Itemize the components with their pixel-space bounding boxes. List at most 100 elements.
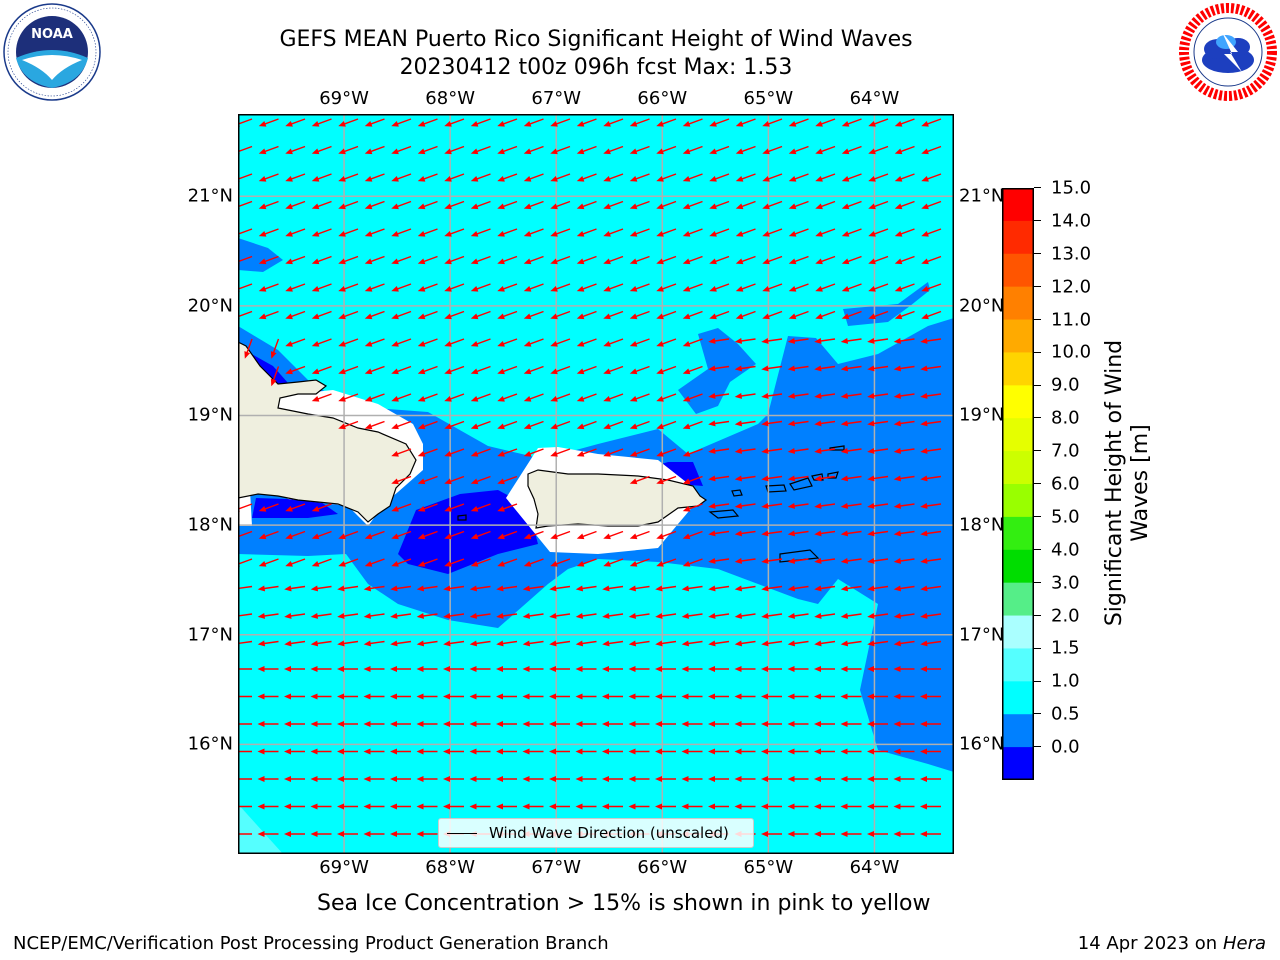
wave-direction-arrowhead: [762, 230, 770, 237]
wave-direction-arrowhead: [920, 721, 927, 727]
wave-direction-arrow: [238, 228, 253, 235]
wave-direction-arrowhead: [921, 175, 929, 182]
wave-direction-arrowhead: [602, 721, 609, 727]
wave-direction-arrowhead: [284, 803, 291, 810]
wave-direction-arrowhead: [364, 423, 373, 430]
wave-direction-arrowhead: [682, 148, 691, 155]
wave-direction-arrowhead: [920, 392, 928, 399]
wave-direction-arrowhead: [416, 693, 424, 700]
wave-direction-arrowhead: [629, 148, 638, 155]
wave-direction-arrowhead: [920, 585, 928, 592]
wave-direction-arrowhead: [815, 120, 823, 127]
wave-direction-arrowhead: [603, 120, 611, 127]
wave-direction-arrowhead: [497, 478, 505, 485]
wave-direction-arrowhead: [602, 612, 610, 619]
wave-direction-arrowhead: [391, 258, 399, 265]
wave-direction-arrowhead: [337, 721, 344, 727]
wave-direction-arrowhead: [522, 803, 530, 810]
wave-direction-arrowhead: [708, 557, 716, 564]
wave-direction-arrowhead: [682, 533, 691, 540]
wave-direction-arrowhead: [470, 148, 479, 155]
wave-direction-arrowhead: [522, 640, 531, 647]
wave-direction-arrowhead: [761, 447, 769, 454]
wave-direction-arrowhead: [629, 340, 638, 347]
wave-direction-arrowhead: [496, 693, 503, 700]
colorbar-title: Significant Height of Wind Waves [m]: [1102, 339, 1153, 627]
footer-credit: NCEP/EMC/Verification Post Processing Pr…: [13, 933, 609, 954]
wave-direction-arrowhead: [497, 203, 505, 210]
wave-direction-arrowhead: [391, 505, 399, 512]
wave-direction-arrowhead: [576, 395, 585, 402]
wave-direction-arrowhead: [575, 640, 584, 647]
wave-direction-arrowhead: [628, 776, 636, 782]
wave-direction-arrowhead: [840, 640, 849, 647]
wave-direction-arrow: [238, 530, 253, 538]
colorbar-label: 1.5: [1051, 637, 1080, 659]
wave-direction-arrowhead: [285, 313, 293, 320]
wave-direction-arrowhead: [363, 666, 371, 672]
wind-wave-arrows: [238, 118, 942, 837]
wave-direction-arrowhead: [921, 230, 929, 237]
lon-tick-top: 64°W: [849, 88, 900, 109]
wave-direction-arrowhead: [363, 831, 371, 837]
wave-direction-arrowhead: [550, 560, 558, 567]
wave-direction-arrowhead: [310, 831, 318, 837]
wave-direction-arrowhead: [814, 557, 822, 564]
wave-direction-arrowhead: [417, 368, 426, 375]
wave-direction-arrowhead: [603, 423, 611, 430]
wave-direction-arrowhead: [787, 557, 796, 564]
wave-direction-arrowhead: [497, 395, 505, 402]
wave-direction-arrowhead: [762, 258, 770, 265]
wave-direction-arrowhead: [603, 203, 611, 210]
wave-direction-arrowhead: [443, 803, 450, 810]
wave-direction-arrowhead: [444, 505, 452, 512]
wave-direction-arrowhead: [470, 230, 479, 237]
wave-direction-arrowhead: [603, 230, 611, 237]
wave-direction-arrowhead: [840, 530, 849, 537]
wave-direction-arrowhead: [920, 502, 928, 509]
wave-direction-arrowhead: [893, 475, 902, 482]
wave-direction-arrowhead: [840, 693, 848, 700]
wave-direction-arrowhead: [390, 666, 397, 672]
wave-direction-arrowhead: [284, 721, 291, 727]
wave-direction-arrowhead: [417, 230, 426, 237]
noaa-logo-icon: NOAA: [2, 2, 102, 102]
colorbar-tick: [1034, 417, 1041, 419]
wave-direction-arrowhead: [285, 258, 293, 265]
wave-region-nw: [238, 238, 283, 272]
wave-direction-arrowhead: [549, 612, 557, 619]
wave-direction-arrowhead: [311, 258, 320, 265]
wave-direction-arrowhead: [893, 337, 902, 344]
wave-direction-arrowhead: [656, 230, 664, 237]
wave-direction-arrowhead: [285, 285, 293, 292]
wave-direction-arrowhead: [576, 120, 585, 127]
wave-direction-arrowhead: [868, 203, 876, 210]
lon-tick-bottom: 65°W: [743, 857, 794, 878]
wave-direction-arrowhead: [708, 748, 715, 755]
wave-direction-arrowhead: [893, 693, 901, 700]
wave-direction-arrowhead: [602, 693, 609, 700]
wave-direction-arrowhead: [656, 258, 664, 265]
wave-direction-arrowhead: [258, 120, 267, 127]
colorbar-segment: [1002, 681, 1034, 715]
wave-direction-arrowhead: [867, 447, 875, 454]
wave-direction-arrowhead: [338, 340, 346, 347]
wave-direction-arrowhead: [311, 395, 320, 402]
wave-direction-arrowhead: [469, 748, 477, 755]
wave-direction-arrowhead: [444, 340, 452, 347]
wave-direction-arrowhead: [257, 666, 265, 672]
wave-direction-arrowhead: [311, 203, 320, 210]
wave-direction-arrowhead: [734, 392, 743, 399]
wave-direction-arrowhead: [868, 258, 876, 265]
wave-direction-arrowhead: [576, 313, 585, 320]
wave-direction-arrowhead: [656, 423, 664, 430]
wave-direction-arrow: [238, 310, 253, 318]
wave-direction-arrowhead: [576, 533, 585, 540]
wave-direction-arrowhead: [337, 693, 344, 700]
wave-direction-arrowhead: [497, 340, 505, 347]
wave-direction-arrowhead: [629, 368, 638, 375]
colorbar-segment: [1002, 286, 1034, 321]
wave-direction-arrowhead: [920, 640, 928, 647]
wave-direction-arrowhead: [338, 148, 346, 155]
wave-direction-arrowhead: [549, 585, 557, 592]
